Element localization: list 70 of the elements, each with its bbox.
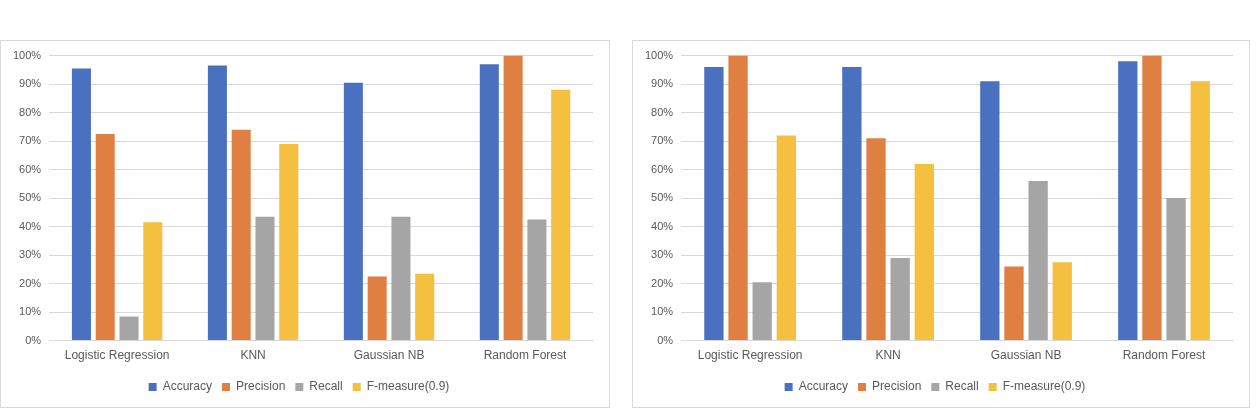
legend-label: Accuracy bbox=[798, 379, 848, 394]
legend-label: Recall bbox=[945, 379, 979, 394]
bar bbox=[1190, 81, 1210, 341]
y-tick-label: 80% bbox=[19, 105, 42, 118]
y-tick-label: 50% bbox=[651, 191, 674, 204]
y-tick-label: 70% bbox=[19, 134, 42, 147]
y-tick-label: 10% bbox=[651, 305, 674, 318]
y-tick-label: 90% bbox=[19, 77, 42, 90]
y-tick-label: 100% bbox=[12, 48, 42, 61]
legend-label: Recall bbox=[309, 379, 343, 394]
y-tick-label: 60% bbox=[651, 162, 674, 175]
x-tick-label: Gaussian NB bbox=[990, 348, 1062, 363]
bar bbox=[415, 273, 435, 341]
bar bbox=[551, 89, 571, 341]
bar bbox=[914, 163, 934, 341]
bar bbox=[231, 129, 251, 341]
bar bbox=[279, 143, 299, 341]
y-tick-label: 20% bbox=[651, 276, 674, 289]
bar bbox=[752, 282, 772, 341]
bar bbox=[255, 216, 275, 341]
y-tick-label: 100% bbox=[644, 48, 674, 61]
bar bbox=[842, 67, 862, 341]
x-tick-label: Random Forest bbox=[1122, 348, 1207, 363]
x-tick-label: Random Forest bbox=[483, 348, 568, 363]
y-tick-label: 30% bbox=[19, 248, 42, 261]
bar bbox=[1004, 266, 1024, 341]
bar bbox=[1118, 61, 1138, 341]
y-tick-label: 40% bbox=[19, 219, 42, 232]
x-tick-label: Gaussian NB bbox=[353, 348, 425, 363]
y-tick-label: 20% bbox=[19, 276, 42, 289]
bar bbox=[980, 81, 1000, 341]
y-tick-label: 90% bbox=[651, 77, 674, 90]
legend-label: Accuracy bbox=[162, 379, 212, 394]
bar bbox=[343, 82, 363, 341]
bar bbox=[1166, 198, 1186, 341]
y-tick-label: 50% bbox=[19, 191, 42, 204]
y-tick-label: 40% bbox=[651, 219, 674, 232]
bar bbox=[1142, 55, 1162, 341]
legend-label: F-measure(0.9) bbox=[1002, 379, 1086, 394]
bar bbox=[527, 219, 547, 341]
y-tick-label: 30% bbox=[651, 248, 674, 261]
y-tick-label: 80% bbox=[651, 105, 674, 118]
bar bbox=[776, 135, 796, 341]
bar bbox=[890, 257, 910, 341]
bar bbox=[1052, 262, 1072, 341]
bar bbox=[728, 55, 748, 341]
legend-label: Precision bbox=[235, 379, 286, 394]
bar bbox=[391, 216, 411, 341]
bar bbox=[479, 64, 499, 341]
bar bbox=[367, 276, 387, 341]
bar bbox=[143, 222, 163, 341]
bar bbox=[95, 133, 115, 341]
bar bbox=[503, 55, 523, 341]
legend-label: Precision bbox=[871, 379, 922, 394]
y-tick-label: 60% bbox=[19, 162, 42, 175]
bar bbox=[71, 68, 91, 341]
bar bbox=[866, 138, 886, 341]
x-tick-label: Logistic Regression bbox=[64, 348, 170, 363]
bar bbox=[207, 65, 227, 341]
y-tick-label: 70% bbox=[651, 134, 674, 147]
legend-label: F-measure(0.9) bbox=[366, 379, 450, 394]
bar bbox=[119, 316, 139, 341]
bar bbox=[704, 67, 724, 341]
bar bbox=[1028, 181, 1048, 341]
x-tick-label: Logistic Regression bbox=[697, 348, 803, 363]
y-tick-label: 10% bbox=[19, 305, 42, 318]
y-tick-label: 0% bbox=[25, 333, 42, 346]
y-tick-label: 0% bbox=[657, 333, 674, 346]
x-tick-label: KNN bbox=[240, 348, 266, 363]
x-tick-label: KNN bbox=[875, 348, 901, 363]
